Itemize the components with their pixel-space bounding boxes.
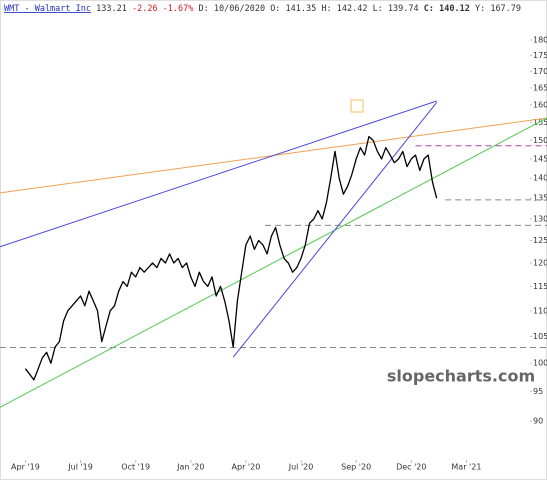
x-tick-label: Jul '19	[67, 463, 93, 472]
high: H: 142.42	[321, 4, 367, 14]
change-pct: -1.67%	[163, 4, 194, 14]
low: L: 139.74	[373, 4, 419, 14]
x-tick-label: Sep '20	[341, 463, 371, 472]
trendline	[0, 117, 547, 408]
price-line	[24, 135, 438, 381]
y-tick-label: 160	[533, 100, 547, 109]
y-tick-label: 90	[533, 417, 543, 426]
y-tick-label: 165	[533, 83, 547, 92]
y-tick-label: 110	[533, 306, 547, 315]
date: D: 10/06/2020	[199, 4, 266, 14]
annotation-box	[350, 99, 364, 113]
y-tick-label: 130	[533, 214, 547, 223]
trendline	[0, 100, 437, 248]
x-tick-label: Jan '20	[176, 463, 204, 472]
y-tick-label: 135	[533, 194, 547, 203]
y-tick-label: 170	[533, 67, 547, 76]
y-tick-label: 125	[533, 236, 547, 245]
last: 133.21	[96, 4, 127, 14]
close: 140.12	[439, 4, 470, 14]
open: O: 141.35	[270, 4, 316, 14]
x-tick-label: Jul '20	[288, 463, 314, 472]
x-tick-label: Apr '19	[11, 463, 40, 472]
close-label: C:	[424, 4, 434, 14]
y-tick-label: 105	[533, 332, 547, 341]
x-tick-label: Oct '19	[121, 463, 150, 472]
trendline	[232, 102, 438, 358]
y-tick-label: 120	[533, 258, 547, 267]
x-tick-label: Mar '21	[451, 463, 481, 472]
change: -2.26	[132, 4, 158, 14]
header: WMT - Walmart Inc 133.21 -2.26 -1.67% D:…	[4, 4, 521, 14]
y-tick-label: 145	[533, 154, 547, 163]
x-tick-label: Apr '20	[232, 463, 261, 472]
y-tick-label: 95	[533, 387, 543, 396]
y-tick-label: 175	[533, 51, 547, 60]
y-tick-label: 115	[533, 282, 547, 291]
x-tick-label: Dec '20	[396, 463, 426, 472]
watermark: slopecharts.com	[387, 367, 535, 386]
y-tick-label: 150	[533, 136, 547, 145]
y-tick-label: 140	[533, 174, 547, 183]
year: Y: 167.79	[475, 4, 521, 14]
y-tick-label: 100	[533, 359, 547, 368]
symbol[interactable]: WMT - Walmart Inc	[4, 4, 91, 14]
y-tick-label: 180	[533, 36, 547, 45]
